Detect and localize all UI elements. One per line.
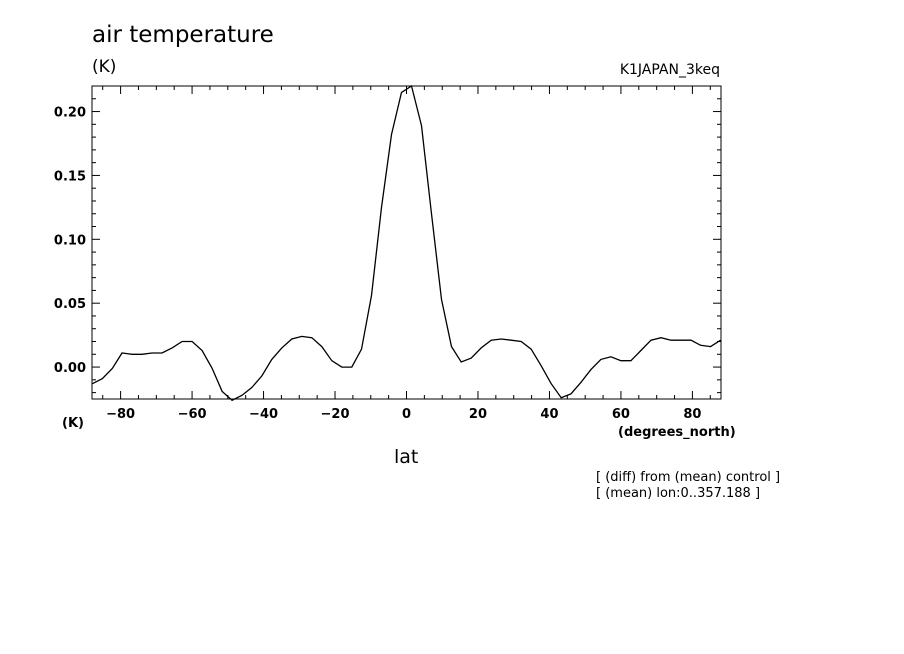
series-line — [92, 84, 721, 402]
x-tick-label: −20 — [321, 407, 350, 422]
tick-labels: −80 −60 −40 −20 0 20 40 60 80 0.00 0.05 0.10 0.15 0.2… — [54, 106, 702, 422]
x-axis-units: (degrees_north) — [618, 425, 736, 440]
x-tick-label: 0 — [402, 407, 411, 422]
y-axis-units: (K) — [62, 416, 84, 431]
plot-frame — [91, 85, 722, 400]
y-tick-label: 0.05 — [54, 297, 86, 312]
y-tick-label: 0.00 — [54, 361, 86, 376]
x-tick-label: 80 — [683, 407, 701, 422]
note-diff: [ (diff) from (mean) control ] — [596, 470, 781, 485]
note-mean: [ (mean) lon:0..357.188 ] — [596, 486, 761, 501]
chart-units: (K) — [92, 57, 117, 77]
x-tick-label: 40 — [540, 407, 558, 422]
x-axis-label: lat — [394, 446, 419, 468]
axis-ticks — [92, 86, 721, 399]
x-tick-label: 20 — [469, 407, 487, 422]
dataset-label: K1JAPAN_3keq — [619, 62, 720, 78]
x-tick-label: −80 — [106, 407, 135, 422]
x-tick-label: 60 — [612, 407, 630, 422]
x-tick-label: −40 — [249, 407, 278, 422]
y-tick-label: 0.20 — [54, 106, 86, 121]
chart-title: air temperature — [92, 22, 274, 48]
y-tick-label: 0.10 — [54, 233, 86, 248]
y-tick-label: 0.15 — [54, 169, 86, 184]
x-tick-label: −60 — [178, 407, 207, 422]
